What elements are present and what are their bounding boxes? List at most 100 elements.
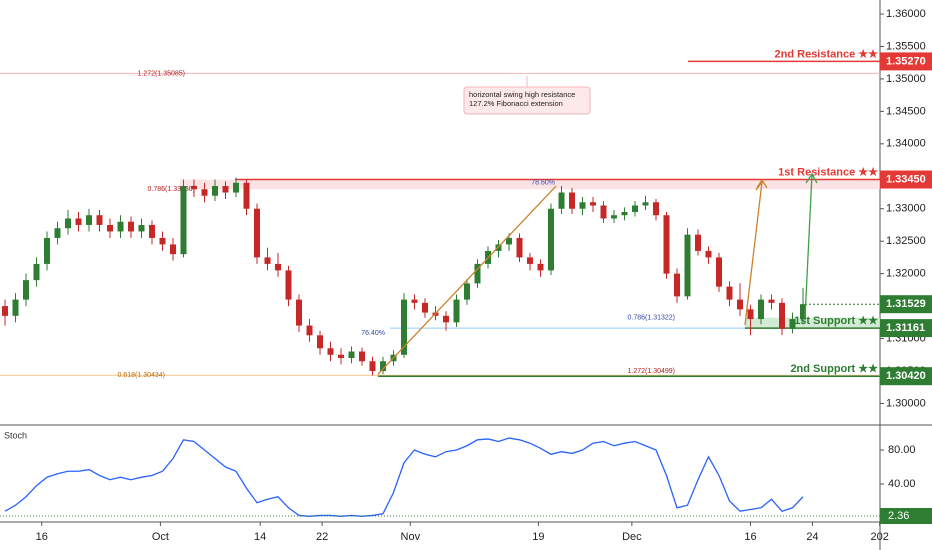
candle-body [2, 306, 8, 316]
candle-body [306, 325, 313, 336]
candle-body [611, 215, 617, 219]
y-tick-label: 1.32000 [886, 268, 926, 280]
candle-body [464, 283, 470, 300]
note-text: 127.2% Fibonacci extension [469, 99, 563, 108]
x-tick-label: 22 [316, 531, 328, 543]
y-tick-label: 1.30000 [886, 397, 926, 409]
stoch-last-badge [880, 507, 932, 524]
candle-body [65, 218, 71, 229]
fib-label: 78.60% [531, 179, 555, 186]
candle-body [96, 215, 103, 225]
x-tick-label: 14 [254, 531, 266, 543]
candle-body [128, 221, 134, 232]
x-tick-label: 24 [806, 531, 818, 543]
level-name: 2nd Resistance ★★ [775, 48, 879, 60]
x-tick-label: 16 [744, 531, 756, 543]
candle-body [663, 215, 670, 274]
arrow-head [756, 178, 768, 189]
candle-body [411, 299, 418, 303]
candle-body [12, 299, 19, 316]
candle-body [254, 208, 260, 258]
candle-body [527, 257, 533, 264]
candle-body [674, 273, 680, 297]
candle-body [569, 192, 575, 209]
candle-body [285, 270, 292, 300]
y-tick-label: 1.35000 [886, 73, 926, 85]
level-badge [880, 367, 932, 386]
candle-body [86, 215, 92, 225]
resistance-zone [180, 179, 880, 190]
fib-label: 0.618(1.30434) [118, 372, 165, 379]
note-text: horizontal swing high resistance [469, 90, 575, 99]
candle-body [800, 304, 806, 320]
level-value: 1.33450 [886, 173, 926, 185]
candle-body [264, 257, 271, 264]
candle-body [590, 202, 596, 206]
candle-body [180, 186, 187, 255]
candle-body [579, 202, 586, 209]
last-price-badge [880, 295, 932, 314]
candle-body [243, 182, 250, 209]
candle-body [453, 299, 460, 323]
level-value: 1.30420 [886, 370, 926, 382]
level-value: 1.35270 [886, 55, 926, 67]
candle-body [44, 237, 50, 264]
stoch-tick-label: 40.00 [888, 478, 916, 490]
level-name: 1st Support ★★ [794, 315, 878, 327]
candle-body [716, 257, 722, 287]
candle-body [275, 263, 281, 271]
candle-body [107, 224, 113, 232]
y-tick-label: 1.34000 [886, 138, 926, 150]
candle-body [212, 186, 218, 196]
candle-body [548, 208, 554, 271]
candle-body [443, 315, 449, 323]
x-tick-label: 16 [36, 531, 48, 543]
candle-body [789, 319, 796, 329]
fib-label: 1.272(1.30499) [628, 368, 675, 375]
x-tick-label: Oct [152, 531, 169, 543]
projection-arrow [804, 173, 813, 319]
candle-body [149, 224, 155, 238]
x-tick-label: Nov [401, 531, 421, 543]
candle-body [537, 263, 544, 271]
y-tick-label: 1.33000 [886, 203, 926, 215]
candle-body [758, 299, 764, 320]
fib-label: 1.272(1.35085) [138, 70, 185, 77]
level-value: 1.31161 [886, 322, 925, 334]
fib-label: 76.40% [361, 330, 385, 337]
level-badge [880, 170, 932, 189]
level-name: 1st Resistance ★★ [778, 166, 878, 178]
arrow-head [805, 172, 818, 184]
candle-body [348, 351, 355, 359]
candle-body [558, 192, 565, 209]
y-tick-label: 1.34500 [886, 105, 926, 117]
candle-body [138, 224, 145, 232]
candle-body [233, 182, 239, 193]
candle-body [653, 202, 659, 216]
candle-body [401, 299, 407, 355]
stoch-line [4, 437, 804, 517]
candle-body [369, 361, 376, 371]
level-name: 2nd Support ★★ [790, 363, 878, 375]
candle-body [23, 280, 29, 300]
support-zone [745, 317, 880, 329]
stoch-tick-label: 80.00 [888, 444, 916, 456]
candle-body [191, 186, 197, 190]
y-tick-label: 1.32500 [886, 235, 926, 247]
candle-body [380, 361, 386, 371]
candle-body [201, 189, 208, 196]
candle-body [695, 234, 701, 251]
candle-body [327, 348, 334, 355]
candle-body [222, 186, 229, 193]
fib-label: 0.786(1.31322) [628, 314, 675, 321]
x-tick-label: 202 [870, 531, 888, 543]
candle-body [506, 237, 512, 245]
candle-body [170, 244, 176, 255]
candle-body [600, 205, 607, 219]
candle-body [726, 286, 733, 300]
candle-body [338, 354, 344, 359]
candle-body [296, 299, 302, 326]
candle-body [779, 302, 785, 329]
